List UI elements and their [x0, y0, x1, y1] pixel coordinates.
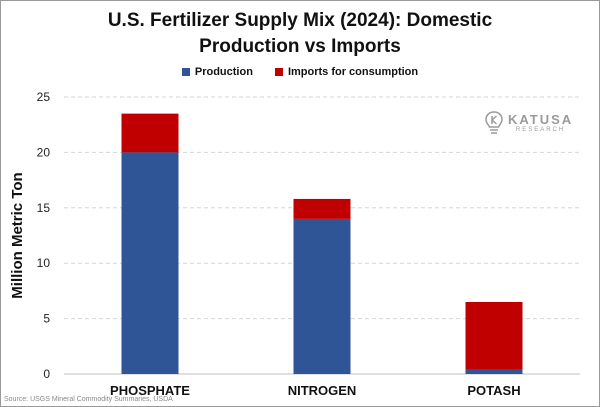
legend-swatch-imports	[274, 68, 283, 76]
bar-production-phosphate	[121, 152, 179, 374]
bar-imports-nitrogen	[293, 198, 351, 219]
bar-production-nitrogen	[293, 218, 351, 374]
legend-label-production: Production	[194, 66, 253, 78]
bar-imports-potash	[465, 301, 523, 370]
katusa-logo: KATUSA RESEARCH	[484, 110, 573, 136]
y-tick-label: 25	[37, 90, 51, 104]
y-axis-label: Million Metric Ton	[9, 172, 26, 298]
bar-imports-phosphate	[121, 113, 179, 153]
logo-subtitle: RESEARCH	[515, 126, 566, 133]
y-tick-label: 10	[37, 256, 51, 270]
source-note: Source: USGS Mineral Commodity Summaries…	[4, 396, 173, 403]
y-tick-label: 15	[37, 201, 51, 215]
x-tick-label: PHOSPHATE	[110, 383, 190, 398]
legend-item-production: Production	[181, 66, 253, 78]
chart-title-line-1: U.S. Fertilizer Supply Mix (2024): Domes…	[107, 10, 493, 31]
legend-item-imports: Imports for consumption	[274, 66, 419, 78]
x-tick-label: POTASH	[467, 383, 520, 398]
legend: Production Imports for consumption	[0, 66, 600, 78]
legend-swatch-production	[181, 68, 190, 76]
y-tick-label: 0	[43, 367, 50, 381]
y-tick-label: 20	[37, 145, 51, 159]
legend-label-imports: Imports for consumption	[287, 66, 419, 78]
x-tick-label: NITROGEN	[288, 383, 357, 398]
chart-title: U.S. Fertilizer Supply Mix (2024): Domes…	[0, 8, 600, 60]
lightbulb-k-icon	[485, 111, 503, 134]
chart-title-line-2: Production vs Imports	[199, 36, 401, 57]
logo-name: KATUSA	[508, 111, 574, 127]
bar-production-potash	[465, 369, 523, 374]
y-tick-label: 5	[43, 312, 50, 326]
logo-text: KATUSA RESEARCH	[508, 113, 573, 134]
